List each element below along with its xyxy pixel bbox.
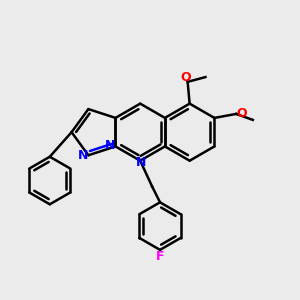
- Text: N: N: [105, 139, 116, 152]
- Text: O: O: [180, 70, 191, 84]
- Text: N: N: [136, 156, 146, 169]
- Text: O: O: [236, 107, 247, 120]
- Text: F: F: [156, 250, 164, 263]
- Text: N: N: [78, 149, 88, 162]
